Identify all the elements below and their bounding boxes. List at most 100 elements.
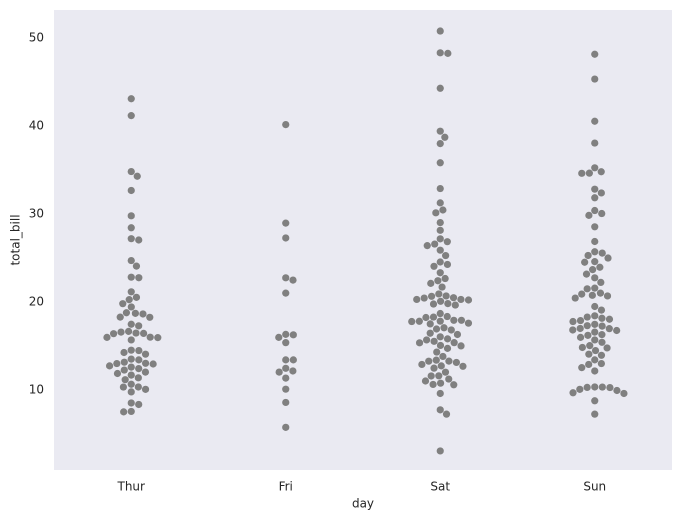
point xyxy=(282,234,290,242)
point xyxy=(127,320,135,328)
point xyxy=(603,292,612,300)
point xyxy=(429,313,438,321)
point xyxy=(442,251,450,260)
point xyxy=(127,95,135,103)
point xyxy=(141,359,150,367)
point xyxy=(436,258,444,266)
point xyxy=(127,407,135,416)
point xyxy=(120,366,128,374)
point xyxy=(591,139,599,147)
point xyxy=(613,386,621,395)
point xyxy=(132,262,141,270)
point xyxy=(113,369,122,378)
point xyxy=(438,283,446,291)
point xyxy=(436,341,445,350)
point xyxy=(591,258,599,266)
point xyxy=(282,398,290,407)
point xyxy=(110,330,118,338)
point xyxy=(275,333,283,341)
point xyxy=(436,199,444,207)
point xyxy=(576,385,584,393)
point xyxy=(435,372,443,380)
point xyxy=(596,263,604,271)
point xyxy=(122,309,131,317)
point xyxy=(432,209,440,217)
point xyxy=(141,350,150,358)
y-tick-label: 30 xyxy=(29,207,44,221)
point xyxy=(141,368,150,376)
point xyxy=(127,380,135,388)
plot-area xyxy=(54,10,672,470)
point xyxy=(127,399,135,407)
point xyxy=(583,313,591,321)
point xyxy=(146,313,154,321)
point xyxy=(127,212,135,220)
point xyxy=(141,385,150,393)
point xyxy=(282,374,290,382)
point xyxy=(603,344,611,352)
point xyxy=(591,328,599,336)
point xyxy=(439,352,447,361)
point xyxy=(578,343,586,352)
x-tick-label: Thur xyxy=(117,480,146,494)
point xyxy=(127,112,135,120)
point xyxy=(135,364,143,373)
point xyxy=(436,127,444,135)
point xyxy=(591,336,599,344)
point xyxy=(127,224,135,232)
point xyxy=(459,362,467,370)
point xyxy=(457,316,466,324)
point xyxy=(440,324,448,332)
point xyxy=(450,381,458,389)
point xyxy=(464,319,473,327)
point xyxy=(139,310,147,318)
point xyxy=(436,226,444,234)
point xyxy=(422,313,430,322)
point xyxy=(597,306,606,314)
point xyxy=(591,356,599,364)
point xyxy=(135,346,143,355)
point xyxy=(598,331,606,339)
point xyxy=(439,206,447,214)
point xyxy=(436,297,445,305)
point xyxy=(436,389,444,398)
point xyxy=(591,237,599,246)
point xyxy=(282,356,290,364)
point xyxy=(429,380,437,389)
point xyxy=(569,326,577,334)
point xyxy=(598,383,606,391)
point xyxy=(457,342,465,350)
point xyxy=(452,358,461,367)
point xyxy=(591,284,599,292)
point xyxy=(591,50,599,58)
point xyxy=(289,356,297,364)
point xyxy=(289,367,297,375)
point xyxy=(583,383,591,392)
point xyxy=(119,383,127,391)
point xyxy=(436,269,444,277)
point xyxy=(591,302,599,311)
point xyxy=(432,356,440,364)
point xyxy=(430,337,438,345)
y-axis-label: total_bill xyxy=(9,214,23,265)
point xyxy=(586,342,594,350)
point xyxy=(591,223,599,231)
point xyxy=(605,315,614,323)
point xyxy=(282,385,290,393)
point xyxy=(436,49,444,57)
point xyxy=(453,330,462,339)
point xyxy=(127,346,135,354)
point xyxy=(282,121,290,129)
point xyxy=(425,357,433,365)
point xyxy=(444,49,452,57)
y-tick-label: 20 xyxy=(29,295,44,309)
point xyxy=(591,206,599,215)
point xyxy=(135,236,143,244)
point xyxy=(436,447,444,455)
point xyxy=(127,336,135,344)
point xyxy=(596,289,605,297)
x-tick-label: Fri xyxy=(279,480,293,494)
point xyxy=(127,256,135,265)
point xyxy=(443,260,452,269)
